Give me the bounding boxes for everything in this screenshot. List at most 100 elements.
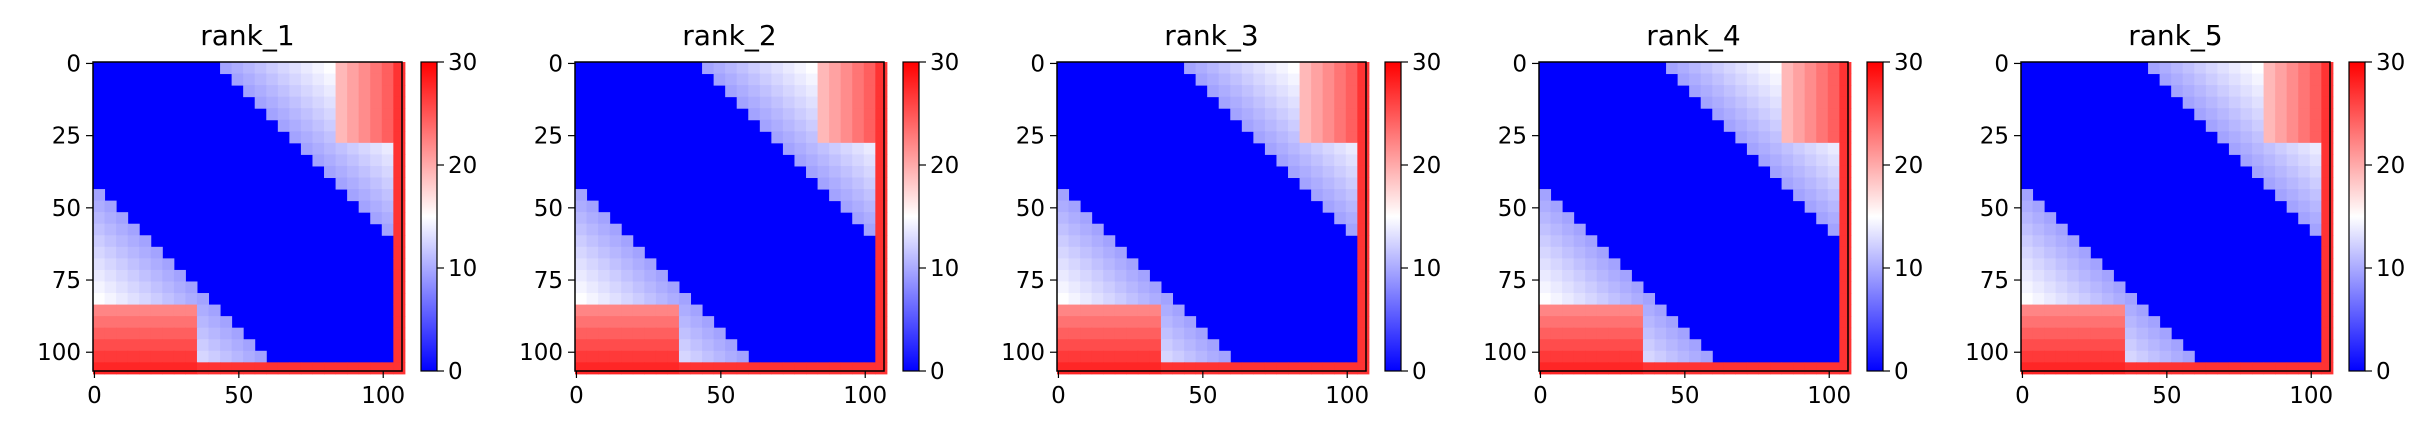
heatmap-cell <box>2078 269 2091 282</box>
heatmap-cell <box>324 165 337 179</box>
heatmap-cell <box>127 362 140 375</box>
heatmap-cell <box>2263 62 2276 75</box>
heatmap-cell <box>2205 96 2218 109</box>
heatmap-cell <box>702 362 715 375</box>
heatmap-cell <box>127 339 140 352</box>
heatmap-cell <box>347 73 360 86</box>
heatmap-cell <box>173 350 186 363</box>
heatmap-cell <box>1677 362 1690 375</box>
heatmap-cell <box>1793 119 1806 132</box>
heatmap-cell <box>1091 258 1104 271</box>
heatmap-cell <box>2182 62 2195 75</box>
heatmap-cell <box>2321 246 2334 259</box>
heatmap-cell <box>2217 119 2230 132</box>
heatmap-cell <box>1299 62 1312 75</box>
heatmap-cell <box>875 85 888 98</box>
heatmap-cell <box>586 327 599 340</box>
heatmap-cell <box>1585 246 1598 259</box>
heatmap-cell <box>875 281 888 294</box>
heatmap-cell <box>266 96 279 109</box>
heatmap-cell <box>2044 246 2057 259</box>
heatmap-cell <box>598 339 611 352</box>
heatmap-cell <box>702 350 715 363</box>
heatmap-cell <box>2286 200 2299 213</box>
heatmap-cell <box>794 154 807 167</box>
heatmap-cell <box>1149 327 1162 340</box>
heatmap-cell <box>2032 281 2045 294</box>
colorbar <box>1384 61 1402 372</box>
heatmap-cell <box>2101 339 2114 352</box>
heatmap-cell <box>2321 281 2334 294</box>
heatmap-cell <box>863 142 876 155</box>
heatmap-cell <box>1276 73 1289 86</box>
heatmap-cell <box>1735 62 1748 75</box>
heatmap-cell <box>93 293 106 306</box>
heatmap-cell <box>381 189 394 202</box>
heatmap-cell <box>393 108 406 121</box>
y-tick-label: 50 <box>534 196 563 222</box>
heatmap-cell <box>1357 131 1370 144</box>
heatmap-cell <box>1253 96 1266 109</box>
heatmap-cell <box>621 350 634 363</box>
heatmap-cell <box>2286 177 2299 190</box>
heatmap-cell <box>277 73 290 86</box>
heatmap-cell <box>1322 62 1335 75</box>
heatmap-cell <box>2228 108 2241 121</box>
heatmap-cell <box>2321 258 2334 271</box>
heatmap-cell <box>875 293 888 306</box>
heatmap-cell <box>609 235 622 248</box>
heatmap-cell <box>1770 165 1783 179</box>
heatmap-cell <box>748 85 761 98</box>
heatmap-cell <box>393 177 406 190</box>
heatmap-cell <box>196 339 210 352</box>
heatmap-cell <box>736 85 749 98</box>
heatmap-cell <box>1804 73 1817 86</box>
heatmap-cell <box>1080 339 1093 352</box>
heatmap-cell <box>2182 350 2195 363</box>
heatmap-cell <box>1218 96 1231 109</box>
heatmap-cell <box>358 62 371 75</box>
heatmap-cell <box>393 154 406 167</box>
heatmap-cell <box>220 316 233 329</box>
heatmap-cell <box>806 142 819 155</box>
heatmap-cell <box>1091 362 1104 375</box>
heatmap-cell <box>1839 327 1852 340</box>
heatmap-cell <box>1068 258 1081 271</box>
heatmap-cell <box>2321 223 2334 236</box>
heatmap-cell <box>771 362 784 375</box>
heatmap-cell <box>1103 327 1116 340</box>
heatmap-cell <box>1137 304 1150 317</box>
heatmap-cell <box>598 235 611 248</box>
heatmap-cell <box>2217 62 2230 75</box>
heatmap-cell <box>586 281 599 294</box>
heatmap-cell <box>2252 165 2265 179</box>
heatmap-cell <box>231 62 244 75</box>
heatmap-cell <box>586 212 599 225</box>
heatmap-cell <box>2228 142 2241 155</box>
heatmap-cell <box>1080 269 1093 282</box>
heatmap-cell <box>609 293 622 306</box>
heatmap-cell <box>806 165 819 179</box>
heatmap-cell <box>1264 73 1277 86</box>
heatmap-cell <box>289 108 302 121</box>
heatmap-cell <box>794 62 807 75</box>
heatmap-cell <box>1137 362 1150 375</box>
heatmap-cell <box>2263 96 2276 109</box>
heatmap-cell <box>1357 350 1370 363</box>
heatmap-cell <box>586 350 599 363</box>
heatmap-cell <box>1068 304 1081 317</box>
heatmap-cell <box>1712 85 1725 98</box>
heatmap-cell <box>1677 350 1690 363</box>
heatmap-cell <box>852 200 865 213</box>
heatmap-cell <box>289 131 302 144</box>
heatmap-cell <box>586 316 599 329</box>
heatmap-cell <box>2298 362 2311 375</box>
heatmap-cell <box>632 281 645 294</box>
heatmap-cell <box>254 73 267 86</box>
heatmap-cell <box>667 293 680 306</box>
heatmap-cell <box>621 327 634 340</box>
heatmap-cell <box>2044 258 2057 271</box>
y-tick-label: 75 <box>1498 268 1527 294</box>
heatmap-cell <box>1357 108 1370 121</box>
heatmap-cell <box>1712 62 1725 75</box>
